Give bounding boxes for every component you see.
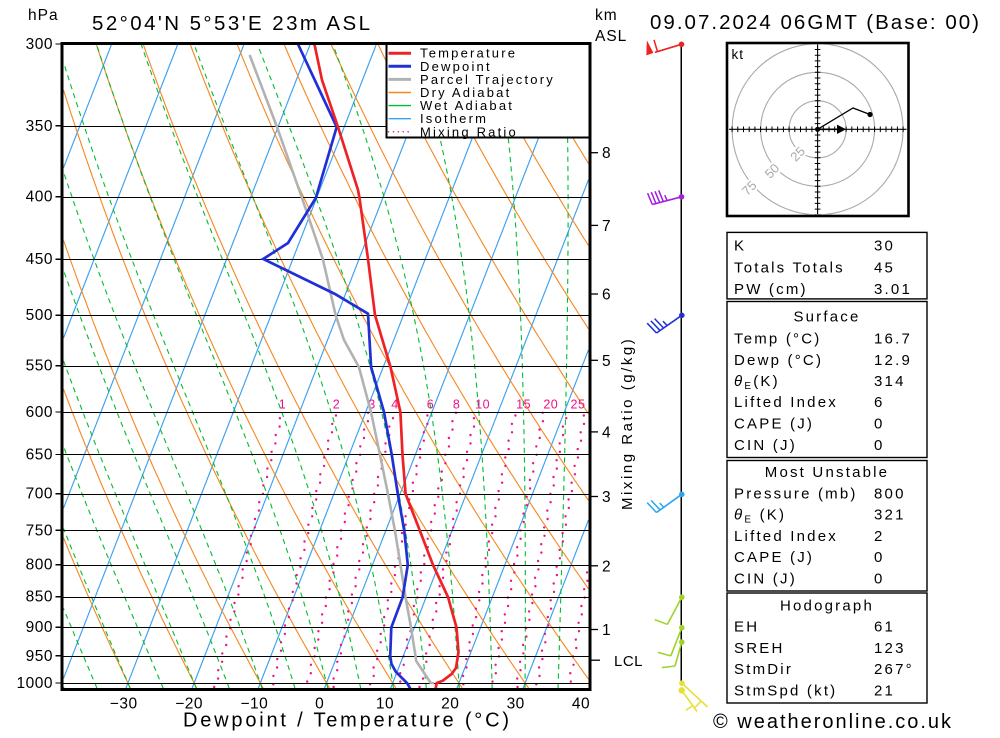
svg-text:Dry Adiabat: Dry Adiabat: [420, 85, 511, 100]
svg-text:Hodograph: Hodograph: [780, 598, 874, 615]
svg-text:1: 1: [602, 622, 611, 639]
svg-text:CAPE (J): CAPE (J): [734, 549, 814, 566]
svg-text:Temp (°C): Temp (°C): [734, 331, 821, 348]
svg-text:4: 4: [391, 398, 398, 412]
svg-text:45: 45: [874, 260, 895, 277]
svg-text:θE(K): θE(K): [734, 373, 780, 392]
svg-text:−10: −10: [241, 696, 269, 713]
svg-text:52°04'N 5°53'E 23m ASL: 52°04'N 5°53'E 23m ASL: [92, 12, 370, 35]
svg-text:09.07.2024 06GMT (Base: 00): 09.07.2024 06GMT (Base: 00): [650, 11, 979, 34]
svg-text:0: 0: [315, 696, 324, 713]
svg-text:CIN (J): CIN (J): [734, 437, 797, 454]
svg-text:Dewpoint: Dewpoint: [420, 59, 492, 74]
svg-text:StmSpd (kt): StmSpd (kt): [734, 683, 837, 700]
svg-text:Dewp (°C): Dewp (°C): [734, 352, 823, 369]
svg-text:Lifted Index: Lifted Index: [734, 528, 838, 545]
svg-text:40: 40: [572, 696, 590, 713]
svg-text:2: 2: [333, 398, 340, 412]
svg-text:61: 61: [874, 619, 895, 636]
svg-text:7: 7: [602, 218, 611, 235]
svg-text:hPa: hPa: [28, 7, 59, 24]
svg-text:30: 30: [874, 238, 895, 255]
svg-text:Mixing Ratio (g/kg): Mixing Ratio (g/kg): [619, 338, 636, 510]
svg-text:2: 2: [874, 528, 885, 545]
svg-text:4: 4: [602, 424, 611, 441]
svg-text:0: 0: [874, 571, 885, 588]
svg-text:SREH: SREH: [734, 640, 784, 657]
svg-text:Temperature: Temperature: [420, 46, 517, 61]
svg-text:0: 0: [874, 416, 885, 433]
svg-text:Totals Totals: Totals Totals: [734, 260, 845, 277]
svg-text:12.9: 12.9: [874, 352, 912, 369]
svg-text:Mixing Ratio: Mixing Ratio: [420, 124, 518, 139]
svg-text:321: 321: [874, 507, 906, 524]
svg-text:CAPE (J): CAPE (J): [734, 416, 814, 433]
svg-text:123: 123: [874, 640, 906, 657]
svg-text:2: 2: [602, 558, 611, 575]
svg-text:0: 0: [874, 437, 885, 454]
svg-text:Parcel Trajectory: Parcel Trajectory: [420, 72, 555, 87]
svg-text:700: 700: [26, 486, 53, 503]
svg-text:314: 314: [874, 373, 906, 390]
svg-text:1000: 1000: [17, 675, 53, 692]
svg-text:−20: −20: [175, 696, 203, 713]
svg-text:Surface: Surface: [793, 309, 860, 326]
svg-text:Dewpoint / Temperature (°C): Dewpoint / Temperature (°C): [183, 710, 509, 732]
svg-text:267°: 267°: [874, 661, 914, 678]
svg-text:© weatheronline.co.uk: © weatheronline.co.uk: [713, 711, 952, 733]
svg-text:400: 400: [26, 189, 53, 206]
svg-text:3: 3: [368, 398, 375, 412]
svg-text:10: 10: [475, 398, 490, 412]
svg-text:PW (cm): PW (cm): [734, 281, 808, 298]
svg-text:450: 450: [26, 251, 53, 268]
svg-text:km: km: [595, 7, 618, 24]
svg-text:10: 10: [376, 696, 394, 713]
svg-text:8: 8: [453, 398, 460, 412]
svg-text:ASL: ASL: [595, 28, 627, 45]
svg-text:Wet Adiabat: Wet Adiabat: [420, 98, 514, 113]
svg-text:600: 600: [26, 404, 53, 421]
svg-text:20: 20: [441, 696, 459, 713]
svg-text:1: 1: [279, 398, 286, 412]
svg-text:550: 550: [26, 358, 53, 375]
svg-text:StmDir: StmDir: [734, 661, 793, 678]
svg-text:K: K: [734, 238, 746, 255]
svg-text:900: 900: [26, 619, 53, 636]
svg-text:θE (K): θE (K): [734, 507, 786, 526]
svg-text:800: 800: [874, 486, 906, 503]
svg-text:16.7: 16.7: [874, 331, 912, 348]
svg-text:650: 650: [26, 446, 53, 463]
svg-text:6: 6: [602, 287, 611, 304]
svg-text:500: 500: [26, 307, 53, 324]
svg-text:kt: kt: [732, 47, 745, 62]
svg-text:6: 6: [874, 394, 885, 411]
svg-text:Pressure (mb): Pressure (mb): [734, 486, 858, 503]
svg-text:15: 15: [516, 398, 531, 412]
svg-text:21: 21: [874, 683, 895, 700]
svg-text:8: 8: [602, 145, 611, 162]
svg-text:6: 6: [427, 398, 434, 412]
svg-text:800: 800: [26, 557, 53, 574]
svg-text:300: 300: [26, 36, 53, 53]
svg-text:20: 20: [543, 398, 558, 412]
svg-text:25: 25: [571, 398, 586, 412]
svg-text:3.01: 3.01: [874, 281, 912, 298]
svg-text:−30: −30: [110, 696, 138, 713]
svg-text:950: 950: [26, 648, 53, 665]
svg-text:EH: EH: [734, 619, 759, 636]
svg-text:30: 30: [507, 696, 525, 713]
svg-text:850: 850: [26, 589, 53, 606]
svg-text:Isotherm: Isotherm: [420, 111, 488, 126]
svg-text:750: 750: [26, 522, 53, 539]
svg-text:3: 3: [602, 489, 611, 506]
svg-text:Lifted Index: Lifted Index: [734, 394, 838, 411]
svg-text:Most Unstable: Most Unstable: [765, 464, 889, 481]
svg-text:CIN (J): CIN (J): [734, 571, 797, 588]
svg-text:5: 5: [602, 353, 611, 370]
svg-text:0: 0: [874, 549, 885, 566]
svg-text:LCL: LCL: [614, 653, 643, 670]
svg-text:350: 350: [26, 118, 53, 135]
